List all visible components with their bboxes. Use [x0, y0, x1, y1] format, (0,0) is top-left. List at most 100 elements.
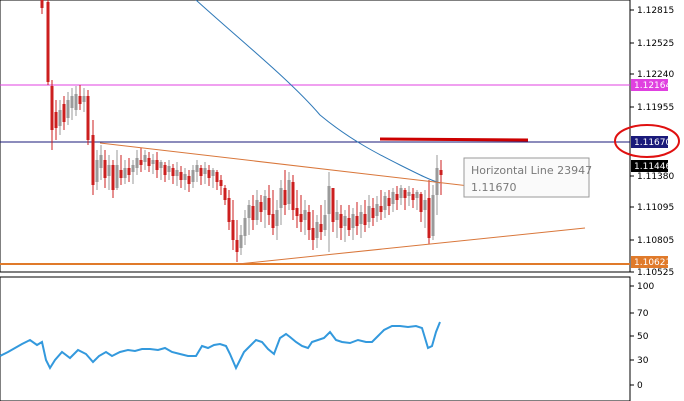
candle-body	[255, 200, 259, 220]
candle-body	[371, 208, 375, 218]
candle-body	[207, 170, 211, 178]
moving-average-line	[195, 0, 441, 184]
lower-trendline[interactable]	[237, 227, 586, 265]
candle-body	[119, 170, 123, 178]
candle-body	[199, 168, 203, 176]
candle-body	[187, 176, 191, 184]
candle-body	[66, 100, 70, 118]
candle-body	[343, 216, 347, 226]
indicator-line	[0, 321, 441, 371]
price-tag-magenta	[631, 79, 668, 91]
candle-body	[131, 165, 135, 172]
candle-body	[139, 160, 143, 165]
candle-body	[91, 135, 95, 185]
candle-body	[391, 192, 395, 204]
red-horizontal-segment[interactable]	[379, 137, 529, 142]
candle-body	[183, 174, 187, 180]
main-plot-frame	[0, 0, 631, 273]
price-tick-label: 1.10525	[637, 268, 674, 278]
candle-body	[427, 198, 431, 238]
price-tick-label: 1.11380	[637, 172, 674, 182]
indicator-tick-label: 100	[637, 282, 654, 292]
candle-body	[411, 194, 415, 200]
tooltip-title: Horizontal Line 23947	[471, 164, 592, 177]
candle-body	[95, 160, 99, 182]
candle-body	[319, 224, 323, 232]
candle-body	[111, 165, 115, 190]
candle-body	[291, 182, 295, 210]
price-tick-label: 1.12525	[637, 39, 674, 49]
candle-body	[40, 0, 44, 8]
candle-body	[175, 170, 179, 176]
indicator-axis: 100 70 50 30 0	[630, 282, 654, 391]
candle-body	[347, 218, 351, 230]
candle-body	[399, 188, 403, 198]
candle-body	[363, 214, 367, 225]
price-tag-magenta-label: 1.12164	[634, 81, 671, 91]
indicator-plot-frame	[0, 276, 631, 401]
candle-body	[367, 206, 371, 222]
candle-body	[147, 158, 151, 166]
candle-body	[171, 168, 175, 176]
candle-body	[78, 96, 82, 104]
candle-body	[283, 190, 287, 205]
candle-body	[70, 96, 74, 108]
indicator-tick-label: 50	[637, 332, 649, 342]
price-tag-navy-label: 1.11670	[634, 138, 671, 148]
candle-body	[231, 220, 235, 240]
candle-body	[355, 216, 359, 226]
candle-body	[127, 168, 131, 175]
candle-body	[179, 172, 183, 180]
candle-body	[159, 162, 163, 168]
circle-annotation[interactable]	[614, 124, 680, 158]
candle-body	[307, 212, 311, 230]
candle-body	[58, 110, 62, 126]
candle-body	[263, 196, 267, 210]
price-tag-support	[631, 256, 668, 268]
candle-body	[115, 165, 119, 188]
price-tick-label: 1.12240	[637, 70, 674, 80]
candle-body	[155, 160, 159, 170]
candle-body	[50, 86, 54, 130]
candle-body	[191, 170, 195, 182]
candle-body	[323, 215, 327, 230]
price-tag-current	[631, 160, 668, 172]
candle-body	[163, 165, 167, 175]
candle-body	[239, 235, 243, 248]
indicator-tick-label: 30	[637, 356, 649, 366]
candle-body	[299, 214, 303, 222]
price-tick-label: 1.11955	[637, 103, 674, 113]
candle-body	[203, 168, 207, 174]
candle-body	[271, 214, 275, 228]
candle-body	[331, 188, 335, 222]
candle-body	[211, 170, 215, 176]
candle-body	[315, 222, 319, 238]
price-axis: 1.12815 1.12525 1.12240 1.11955 1.11380 …	[630, 6, 674, 278]
candle-body	[74, 94, 78, 110]
candle-body	[243, 218, 247, 236]
candle-body	[335, 212, 339, 220]
candle-body	[167, 166, 171, 172]
candle-body	[351, 214, 355, 228]
price-tick-label: 1.10805	[637, 236, 674, 246]
candle-body	[46, 2, 50, 82]
price-tick-label: 1.12815	[637, 6, 674, 16]
candle-body	[195, 165, 199, 172]
price-tag-current-label: 1.11446	[634, 162, 671, 172]
candle-body	[339, 214, 343, 228]
candle-body	[247, 205, 251, 218]
candle-body	[235, 240, 239, 252]
tooltip: Horizontal Line 23947 1.11670	[463, 157, 592, 198]
candle-body	[303, 210, 307, 220]
candle-body	[419, 194, 423, 212]
candle-body	[407, 192, 411, 196]
candle-body	[359, 212, 363, 224]
candle-body	[267, 198, 271, 215]
candle-body	[135, 158, 139, 168]
candle-body	[103, 160, 107, 178]
candle-body	[99, 155, 103, 168]
candle-body	[403, 190, 407, 198]
candle-body	[151, 160, 155, 164]
price-tag-navy	[631, 136, 668, 148]
